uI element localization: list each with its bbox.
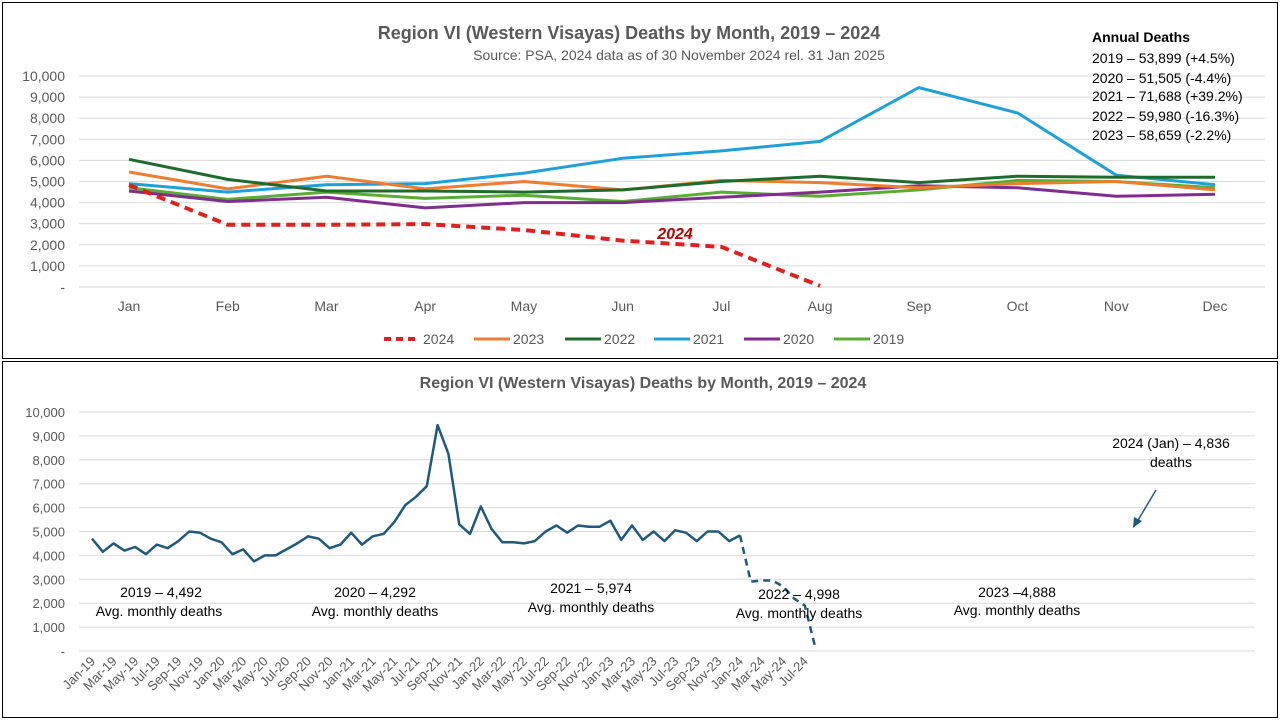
annual-deaths-line: 2019 – 53,899 (+4.5%): [1092, 50, 1235, 66]
avg-annotation-title: 2023 –4,888: [978, 584, 1056, 600]
x-tick-label: Jul: [712, 298, 730, 314]
series-line-2019: [128, 178, 1216, 203]
callout-arrow: [1136, 489, 1157, 523]
avg-annotation-title: 2019 – 4,492: [120, 584, 202, 600]
annual-deaths-box: Annual Deaths 2019 – 53,899 (+4.5%) 2020…: [1092, 29, 1243, 143]
avg-annotation-title: 2021 – 5,974: [550, 580, 632, 596]
y-tick-label: 10,000: [25, 405, 65, 420]
y-tick-label: 5,000: [32, 525, 65, 540]
x-tick-label: May: [511, 298, 537, 314]
top-chart-title: Region VI (Western Visayas) Deaths by Mo…: [378, 23, 881, 43]
top-line-chart: - 1,000 2,000 3,000 4,000 5,000 6,000 7,000 8,00…: [22, 23, 1265, 347]
y-tick-label: 10,000: [22, 68, 65, 84]
top-legend: 2024 2023 2022 2021 2020 2019: [384, 331, 904, 347]
x-tick-label: Nov: [1104, 298, 1129, 314]
bottom-chart-title: Region VI (Western Visayas) Deaths by Mo…: [420, 375, 867, 392]
top-series-lines: [128, 86, 1216, 288]
annual-deaths-heading: Annual Deaths: [1092, 29, 1190, 45]
top-chart-panel: - 1,000 2,000 3,000 4,000 5,000 6,000 7,000 8,00…: [2, 2, 1278, 359]
y-tick-label: 2,000: [32, 596, 65, 611]
bottom-gridlines: [79, 411, 1255, 652]
y-tick-label: 6,000: [30, 152, 65, 168]
y-tick-label: -: [61, 644, 65, 659]
y-tick-label: 8,000: [30, 110, 65, 126]
annual-deaths-line: 2022 – 59,980 (-16.3%): [1092, 108, 1239, 124]
y-tick-label: 9,000: [32, 429, 65, 444]
x-tick-label: Jun: [611, 298, 634, 314]
label-2024: 2024: [656, 226, 693, 243]
x-tick-label: Aug: [808, 298, 833, 314]
bottom-x-axis-ticks: Jan-19Mar-19May-19Jul-19Sep-19Nov-19Jan-…: [59, 654, 811, 695]
legend-label-2020: 2020: [783, 331, 814, 347]
y-tick-label: 4,000: [32, 548, 65, 563]
x-tick-label: Oct: [1007, 298, 1029, 314]
y-tick-label: -: [60, 279, 65, 295]
y-tick-label: 5,000: [30, 174, 65, 190]
top-chart-subtitle: Source: PSA, 2024 data as of 30 November…: [473, 47, 885, 63]
legend-label-2023: 2023: [513, 331, 544, 347]
top-y-axis-ticks: - 1,000 2,000 3,000 4,000 5,000 6,000 7,000 8,00…: [22, 68, 65, 295]
avg-annotation-title: 2022 – 4,998: [758, 586, 840, 602]
avg-annotation-sub: Avg. monthly deaths: [954, 602, 1081, 618]
x-tick-label: Apr: [414, 298, 436, 314]
legend-label-2024: 2024: [423, 331, 454, 347]
legend-label-2021: 2021: [693, 331, 724, 347]
y-tick-label: 3,000: [32, 572, 65, 587]
series-line-2021: [128, 86, 1216, 194]
y-tick-label: 8,000: [32, 453, 65, 468]
top-x-axis-ticks: Jan Feb Mar Apr May Jun Jul Aug Sep Oct Nov Dec: [118, 298, 1228, 314]
y-tick-label: 4,000: [30, 195, 65, 211]
avg-annotation-sub: Avg. monthly deaths: [312, 603, 439, 619]
series-line-2024: [128, 183, 821, 288]
legend-label-2019: 2019: [873, 331, 904, 347]
x-tick-label: Feb: [216, 298, 240, 314]
callout-line-2: deaths: [1150, 454, 1192, 470]
y-tick-label: 3,000: [30, 216, 65, 232]
y-tick-label: 7,000: [32, 477, 65, 492]
bottom-y-axis-ticks: - 1,000 2,000 3,000 4,000 5,000 6,000 7,000 8,00…: [25, 405, 65, 659]
y-tick-label: 7,000: [30, 131, 65, 147]
y-tick-label: 9,000: [30, 89, 65, 105]
x-tick-label: Mar: [314, 298, 338, 314]
series-line-monthly: [91, 423, 741, 563]
avg-annotation-title: 2020 – 4,292: [334, 584, 416, 600]
bottom-line-chart: - 1,000 2,000 3,000 4,000 5,000 6,000 7,000 8,00…: [25, 375, 1255, 695]
y-tick-label: 1,000: [30, 258, 65, 274]
annual-deaths-line: 2020 – 51,505 (-4.4%): [1092, 70, 1231, 86]
annual-deaths-line: 2023 – 58,659 (-2.2%): [1092, 127, 1231, 143]
avg-annotations: 2019 – 4,492 Avg. monthly deaths 2020 – …: [96, 580, 1081, 621]
bottom-chart-panel: - 1,000 2,000 3,000 4,000 5,000 6,000 7,000 8,00…: [2, 361, 1278, 718]
x-tick-label: Dec: [1203, 298, 1228, 314]
y-tick-label: 6,000: [32, 501, 65, 516]
callout-arrow-head: [1133, 517, 1142, 528]
legend-label-2022: 2022: [604, 331, 635, 347]
callout-2024: 2024 (Jan) – 4,836 deaths: [1112, 435, 1230, 528]
x-tick-label: Sep: [906, 298, 931, 314]
x-tick-label: Jan: [118, 298, 141, 314]
avg-annotation-sub: Avg. monthly deaths: [528, 599, 655, 615]
annual-deaths-line: 2021 – 71,688 (+39.2%): [1092, 88, 1243, 104]
avg-annotation-sub: Avg. monthly deaths: [736, 605, 863, 621]
series-line-2022: [128, 157, 1215, 194]
y-tick-label: 2,000: [30, 237, 65, 253]
callout-line-1: 2024 (Jan) – 4,836: [1112, 435, 1230, 451]
series-line-2020: [128, 184, 1216, 210]
series-line-2024-partial: [738, 535, 817, 649]
bottom-series-lines: [91, 423, 817, 649]
avg-annotation-sub: Avg. monthly deaths: [96, 603, 223, 619]
y-tick-label: 1,000: [32, 620, 65, 635]
